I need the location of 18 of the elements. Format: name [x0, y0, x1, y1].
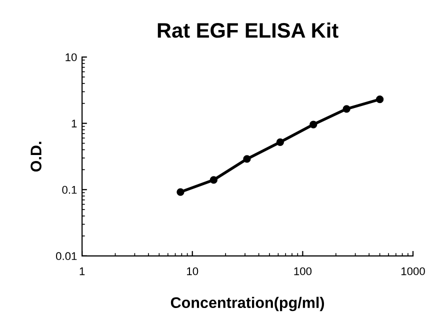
point	[342, 105, 350, 113]
chart-title: Rat EGF ELISA Kit	[158, 22, 338, 38]
point	[276, 138, 284, 146]
x-tick-label: 100	[294, 267, 312, 276]
y-tick-label: 10	[66, 53, 77, 62]
y-tick-label: 0.1	[62, 186, 77, 194]
y-axis-title: O.D.	[30, 142, 42, 172]
point	[310, 120, 318, 128]
x-tick-label: 1000	[401, 267, 425, 276]
y-tick-label: 0.01	[56, 252, 77, 260]
x-tick-label: 10	[187, 267, 198, 276]
x-tick-label: 1	[80, 267, 85, 276]
y-tick-label: 1	[72, 120, 77, 128]
point	[210, 176, 218, 184]
point	[176, 188, 184, 196]
point	[243, 155, 251, 163]
point	[376, 96, 384, 104]
x-axis-title: Concentration(pg/ml)	[170, 296, 324, 312]
